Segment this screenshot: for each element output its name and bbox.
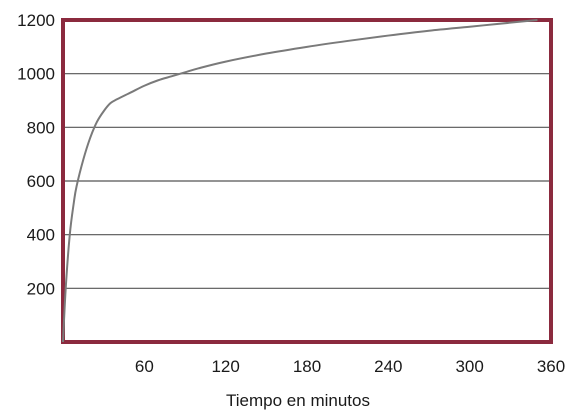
y-tick-label-600: 600 bbox=[27, 172, 55, 191]
x-tick-label-60: 60 bbox=[135, 357, 154, 376]
y-tick-label-1200: 1200 bbox=[17, 11, 55, 30]
series-line bbox=[62, 19, 538, 343]
grid-lines bbox=[63, 73, 551, 289]
x-tick-labels: 60 120 180 240 300 360 bbox=[135, 357, 565, 376]
y-tick-label-1000: 1000 bbox=[17, 65, 55, 84]
plot-frame bbox=[61, 18, 553, 344]
x-tick-label-360: 360 bbox=[537, 357, 565, 376]
y-tick-label-800: 800 bbox=[27, 118, 55, 137]
y-tick-label-200: 200 bbox=[27, 279, 55, 298]
x-tick-label-240: 240 bbox=[374, 357, 402, 376]
x-tick-label-120: 120 bbox=[211, 357, 239, 376]
x-axis-title: Tiempo en minutos bbox=[226, 391, 370, 410]
y-tick-label-400: 400 bbox=[27, 226, 55, 245]
x-tick-label-180: 180 bbox=[293, 357, 321, 376]
y-tick-labels: 200 400 600 800 1000 1200 bbox=[17, 11, 55, 298]
x-tick-label-300: 300 bbox=[455, 357, 483, 376]
